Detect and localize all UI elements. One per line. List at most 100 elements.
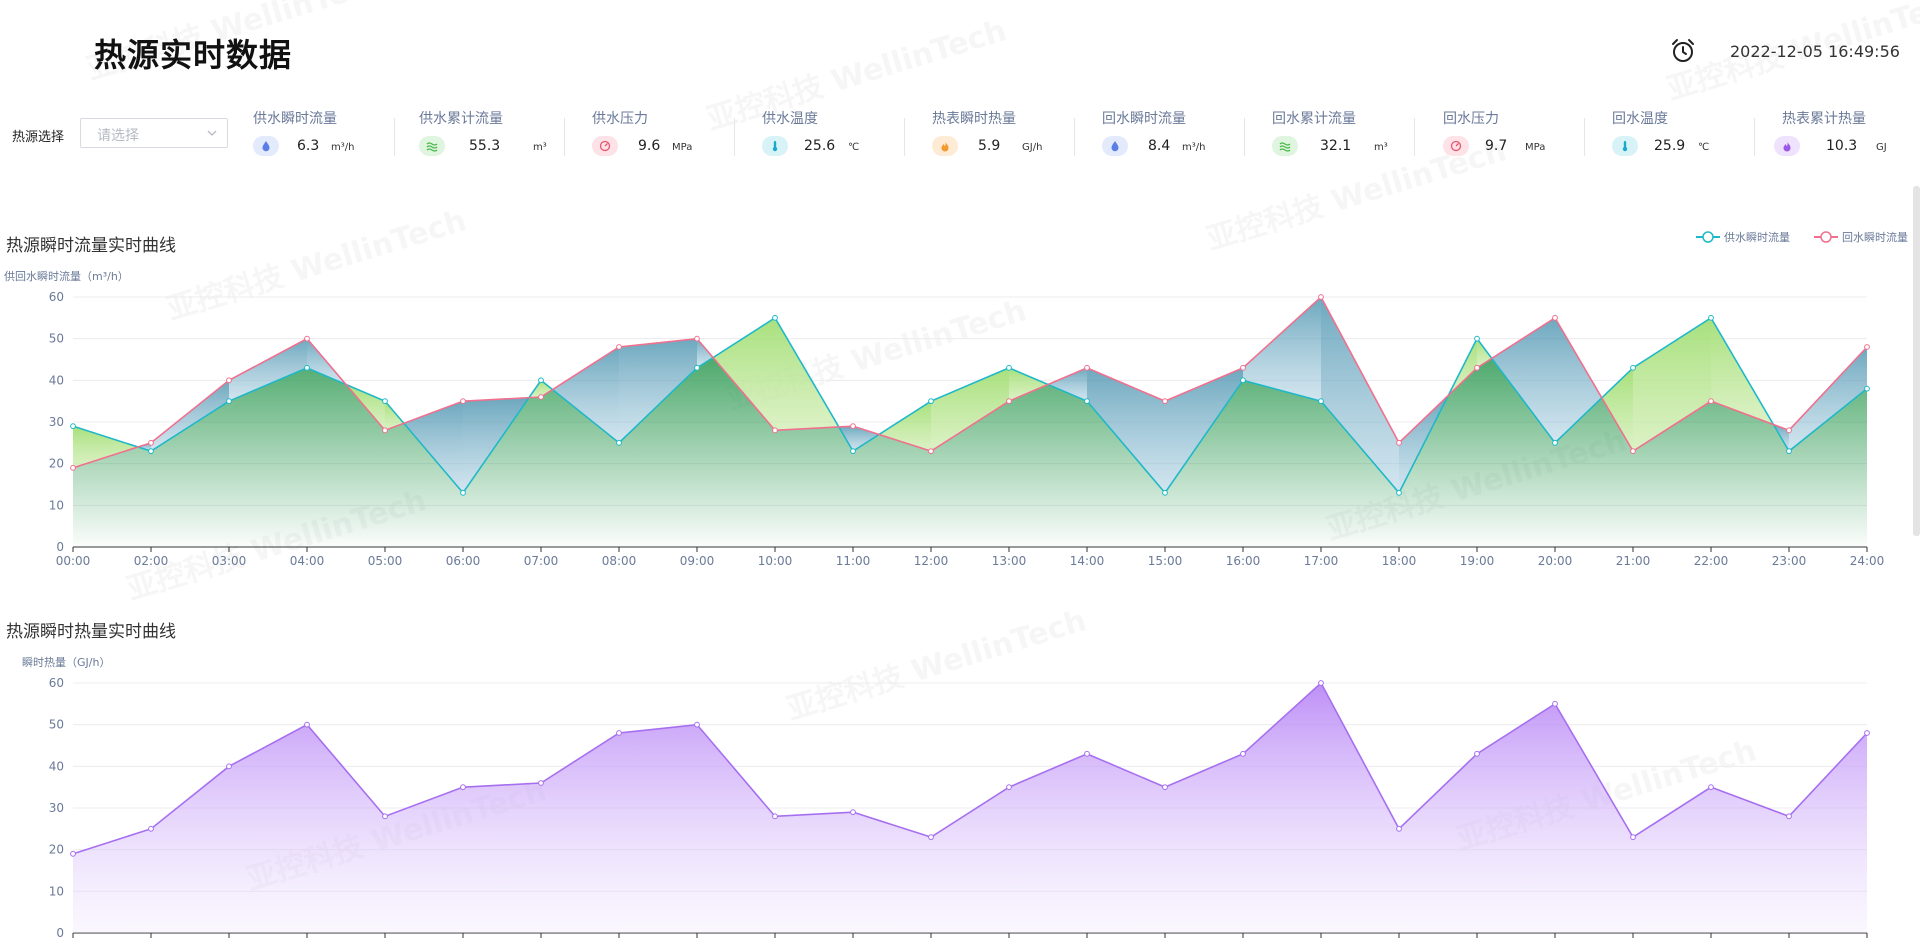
data-point (382, 427, 388, 434)
x-tick-label: 06:00 (446, 554, 481, 568)
data-point (1006, 784, 1012, 791)
y-tick-label: 0 (56, 540, 64, 554)
x-tick-label: 21:00 (1616, 554, 1651, 568)
area-fill-band (1243, 297, 1321, 402)
gauge-icon (592, 136, 618, 156)
kpi-label: 热表累计热量 (1782, 111, 1866, 127)
data-point (148, 439, 154, 446)
vertical-scrollbar[interactable] (1913, 186, 1920, 536)
data-point (1006, 398, 1012, 405)
x-tick-label: 16:00 (1226, 554, 1261, 568)
data-point (538, 377, 544, 384)
area-fill-band (697, 338, 714, 368)
legend-line-marker-icon (1696, 231, 1720, 243)
data-point (1318, 398, 1324, 405)
flame-icon (932, 136, 958, 156)
kpi-unit: m³/h (1182, 142, 1206, 153)
kpi-supply-temperature: 供水温度 25.6 ℃ (762, 108, 892, 162)
y-tick-label: 0 (56, 926, 64, 940)
kpi-value: 55.3 (469, 138, 501, 154)
x-tick-label: 13:00 (992, 554, 1027, 568)
water-drop-icon (253, 136, 279, 156)
kpi-value: 32.1 (1320, 138, 1352, 154)
divider (1754, 118, 1755, 156)
kpi-supply-pressure: 供水压力 9.6 MPa (592, 108, 732, 162)
data-point (1786, 427, 1792, 434)
kpi-unit: MPa (1525, 142, 1546, 153)
heat-source-select[interactable]: 请选择 (80, 118, 228, 148)
kpi-label: 供水累计流量 (419, 111, 503, 127)
divider (734, 118, 735, 156)
data-point (1318, 680, 1324, 686)
kpi-return-total-flow: 回水累计流量 32.1 m³ (1272, 108, 1412, 162)
area-fill-band (1009, 367, 1048, 402)
kpi-meter-total-heat: 热表累计热量 10.3 GJ (1774, 108, 1904, 162)
kpi-value: 8.4 (1148, 138, 1171, 154)
page-header: 热源实时数据 2022-12-05 16:49:56 (0, 0, 1920, 100)
kpi-value: 5.9 (978, 138, 1001, 154)
data-point (1708, 314, 1714, 321)
data-point (1708, 784, 1714, 791)
y-tick-label: 40 (49, 759, 64, 773)
kpi-label: 供水温度 (762, 111, 818, 127)
data-point (70, 850, 76, 857)
x-tick-label: 15:00 (1148, 554, 1183, 568)
data-point (460, 784, 466, 791)
data-point (1396, 825, 1402, 832)
data-point (1864, 730, 1870, 736)
area-fill-base (73, 357, 1867, 547)
area-fill-band (1087, 367, 1165, 493)
data-point (1474, 364, 1480, 371)
area-fill-band (1789, 347, 1867, 452)
kpi-unit: GJ/h (1022, 142, 1043, 153)
y-tick-label: 60 (49, 290, 64, 304)
data-point (1552, 314, 1558, 321)
current-datetime: 2022-12-05 16:49:56 (1730, 42, 1900, 61)
area-fill-band (713, 317, 775, 431)
data-point (1630, 364, 1636, 371)
y-tick-label: 30 (49, 801, 64, 815)
data-point (1474, 335, 1480, 342)
water-drop-icon (1102, 136, 1128, 156)
x-tick-label: 09:00 (680, 554, 715, 568)
wave-icon (1272, 136, 1298, 156)
x-tick-label: 11:00 (836, 554, 871, 568)
divider (394, 118, 395, 156)
data-point (538, 780, 544, 786)
kpi-label: 供水瞬时流量 (253, 111, 337, 127)
data-point (226, 377, 232, 384)
data-point (460, 489, 466, 496)
area-fill-band (879, 401, 931, 452)
data-point (382, 813, 388, 820)
legend-label: 回水瞬时流量 (1842, 231, 1908, 244)
divider (564, 118, 565, 156)
area-fill-band (1048, 367, 1087, 402)
flow-chart: 0 10 20 30 40 50 60 00:00 02:00 03:00 04:00 05:00 06… (49, 290, 1885, 568)
kpi-value: 6.3 (297, 138, 320, 154)
data-point (772, 813, 778, 820)
data-point (616, 439, 622, 446)
data-point (1084, 750, 1090, 757)
data-point (850, 423, 856, 430)
y-tick-label: 50 (49, 332, 64, 346)
x-tick-label: 07:00 (524, 554, 559, 568)
data-point (694, 721, 700, 728)
kpi-value: 10.3 (1826, 138, 1858, 154)
area-fill-heat (73, 683, 1867, 933)
y-tick-label: 50 (49, 718, 64, 732)
kpi-value: 25.9 (1654, 138, 1686, 154)
kpi-label: 回水瞬时流量 (1102, 111, 1186, 127)
y-tick-label: 10 (49, 884, 64, 898)
kpi-meter-instant-heat: 热表瞬时热量 5.9 GJ/h (932, 108, 1072, 162)
x-tick-label: 03:00 (212, 554, 247, 568)
y-tick-label: 20 (49, 843, 64, 857)
flame-icon (1774, 136, 1800, 156)
data-point (694, 364, 700, 371)
area-fill-band (1633, 317, 1711, 452)
flow-chart-legend: 供水瞬时流量 回水瞬时流量 (1696, 229, 1916, 245)
data-point (850, 809, 856, 816)
data-point (1708, 398, 1714, 405)
data-point (304, 721, 310, 728)
data-point (1162, 398, 1168, 405)
data-point (928, 448, 934, 455)
